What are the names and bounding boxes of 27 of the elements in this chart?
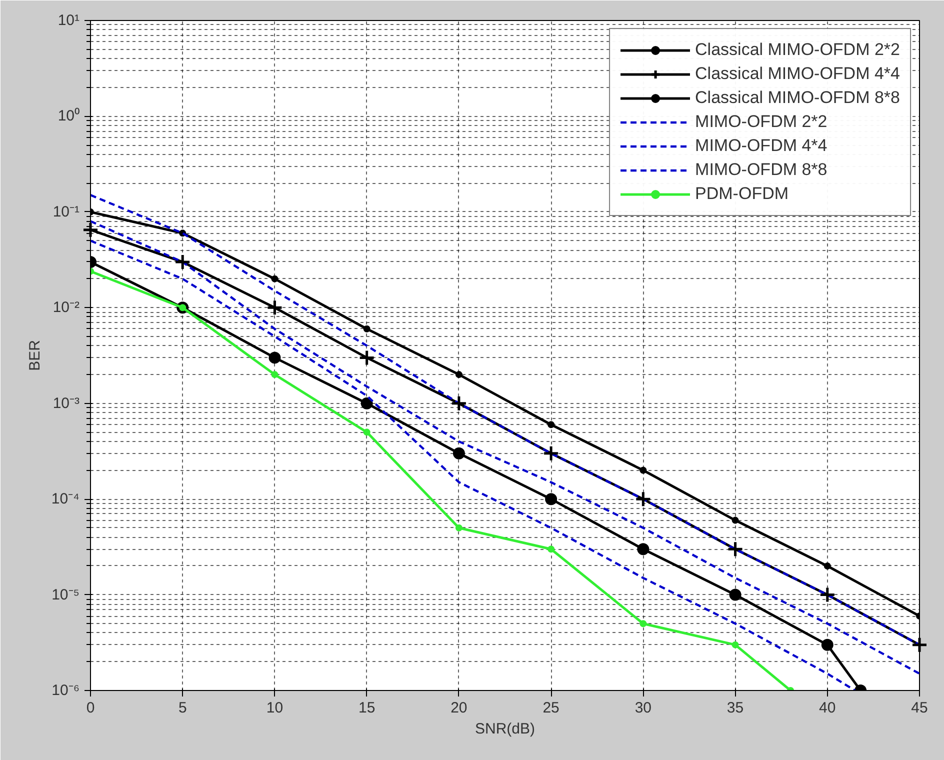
x-tick-label: 0 — [86, 700, 95, 716]
legend-label: MIMO-OFDM 4*4 — [695, 135, 828, 157]
x-tick-label: 25 — [542, 700, 560, 716]
y-tick-label: 10⁰ — [58, 108, 80, 125]
legend-label: MIMO-OFDM 8*8 — [695, 159, 828, 181]
legend-label: Classical MIMO-OFDM 4*4 — [695, 63, 900, 85]
y-tick-label: 10⁻² — [52, 299, 80, 316]
x-tick-label: 45 — [911, 700, 928, 716]
x-tick-label: 30 — [634, 700, 652, 716]
legend-label: Classical MIMO-OFDM 8*8 — [695, 87, 900, 109]
x-tick-label: 15 — [358, 700, 376, 716]
y-tick-label: 10⁻⁴ — [51, 490, 80, 508]
x-tick-label: 35 — [726, 700, 744, 716]
x-tick-label: 5 — [178, 700, 187, 716]
x-tick-label: 10 — [266, 700, 284, 716]
y-tick-label: 10⁻³ — [52, 394, 80, 412]
x-axis-title: SNR(dB) — [474, 720, 536, 738]
legend-label: MIMO-OFDM 2*2 — [695, 111, 828, 133]
legend-label: PDM-OFDM — [695, 183, 789, 205]
y-tick-label: 10⁻¹ — [52, 203, 80, 220]
y-tick-label: 10⁻⁶ — [52, 682, 80, 699]
legend-label: Classical MIMO-OFDM 2*2 — [695, 39, 900, 61]
y-axis-title: BER — [26, 340, 44, 371]
x-tick-label: 20 — [450, 700, 468, 716]
y-tick-label: 10¹ — [58, 12, 80, 29]
y-tick-label: 10⁻⁵ — [52, 586, 80, 604]
x-tick-label: 40 — [819, 700, 836, 716]
